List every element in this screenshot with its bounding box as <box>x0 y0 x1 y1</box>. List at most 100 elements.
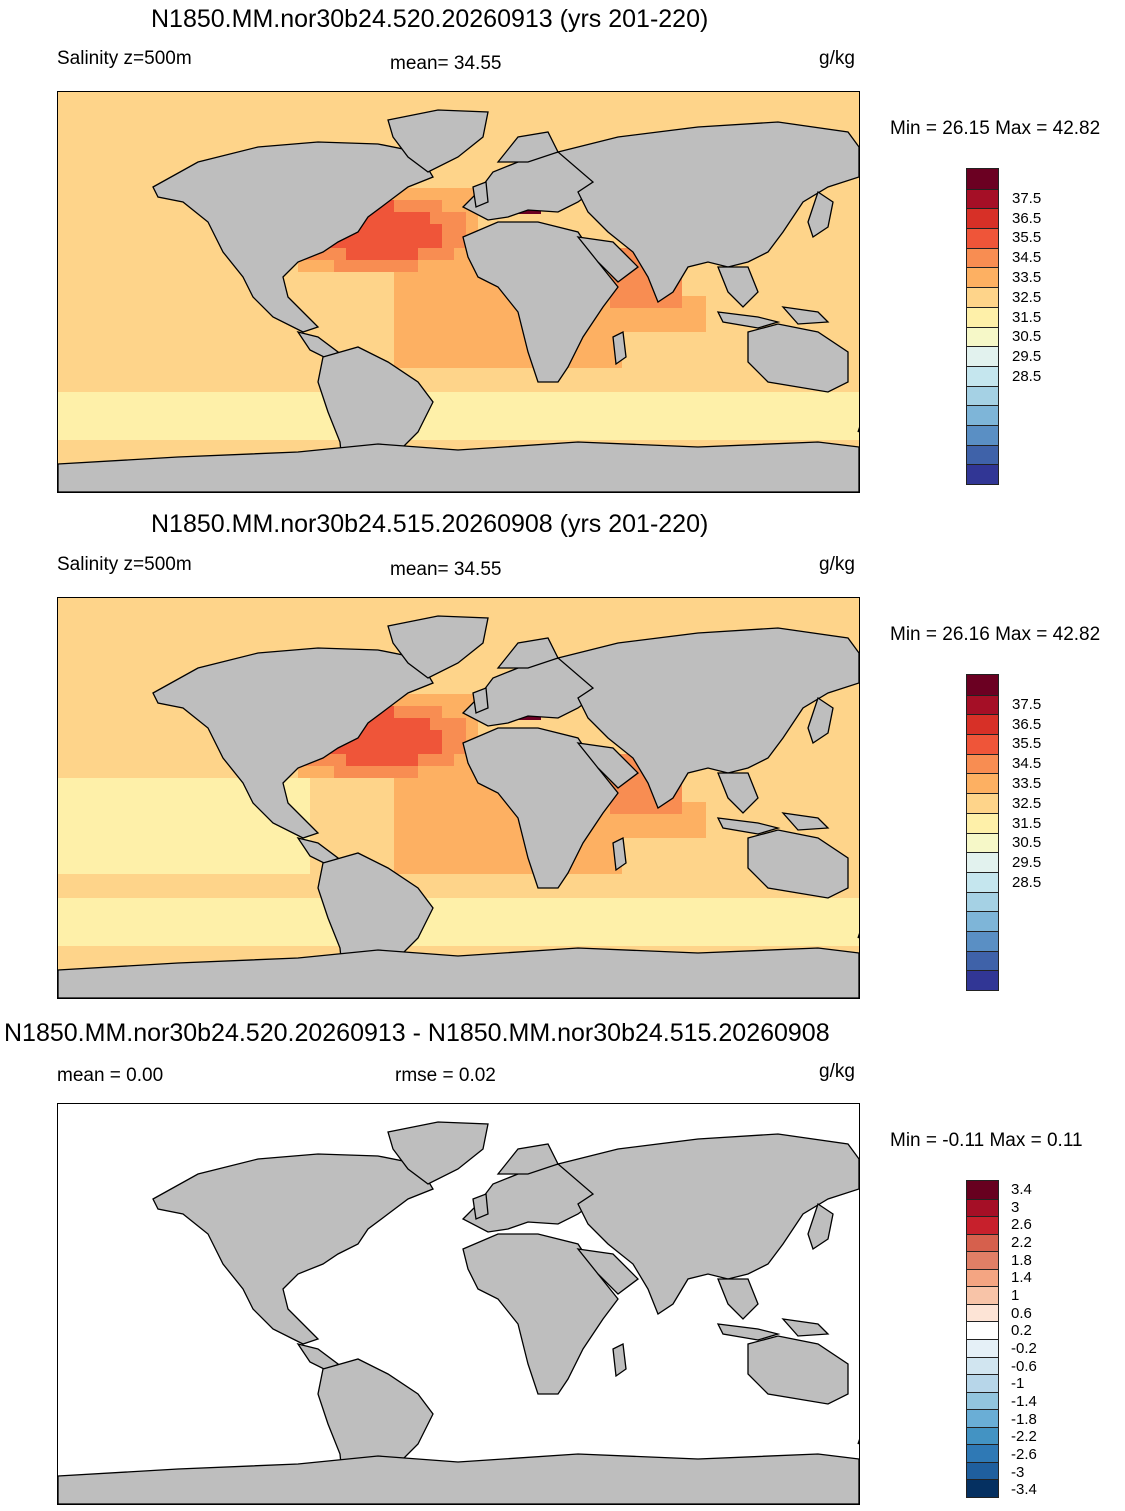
land-mass <box>857 1438 859 1445</box>
colorbar-tick-label: 32.5 <box>1012 794 1042 812</box>
colorbar-tick-label: -1 <box>1011 1375 1025 1393</box>
colorbar-box <box>967 464 998 484</box>
colorbar-tick-label: 37.5 <box>1012 695 1042 713</box>
land-mass <box>781 306 830 325</box>
land-mass <box>612 837 627 872</box>
land-mass <box>462 1233 619 1395</box>
colorbar-box <box>967 1356 998 1375</box>
land-mass <box>717 266 759 308</box>
colorbar-box <box>967 1339 998 1357</box>
land-mass <box>612 331 627 366</box>
colorbar <box>966 168 999 485</box>
colorbar-box <box>967 247 998 268</box>
colorbar-box <box>967 1321 998 1339</box>
colorbar-tick-label: 28.5 <box>1012 874 1042 892</box>
colorbar-tick-label: -2.6 <box>1011 1445 1037 1463</box>
colorbar-box <box>967 1479 998 1497</box>
units-label: g/kg <box>819 554 855 575</box>
colorbar-box <box>967 930 998 951</box>
colorbar-tick-label: 33.5 <box>1012 774 1042 792</box>
colorbar-box <box>967 1461 998 1480</box>
land-mass <box>152 647 434 839</box>
colorbar-box <box>967 1444 998 1462</box>
colorbar-box <box>967 228 998 248</box>
land-mass <box>462 221 619 383</box>
colorbar-tick-label: 0.2 <box>1011 1322 1032 1340</box>
land-mass <box>387 1121 489 1185</box>
colorbar-box <box>967 1233 998 1252</box>
colorbar-tick-label: -2.2 <box>1011 1428 1037 1446</box>
land-mass <box>717 772 759 814</box>
land-mass <box>496 637 559 669</box>
colorbar-tick-label: -1.4 <box>1011 1392 1037 1410</box>
colorbar-tick-label: -0.6 <box>1011 1357 1037 1375</box>
colorbar-box <box>967 1303 998 1322</box>
land-mass <box>612 1343 627 1378</box>
land-mass <box>781 812 830 831</box>
colorbar-box <box>967 970 998 990</box>
land-mass <box>472 181 489 208</box>
field-label: Salinity z=500m <box>57 48 192 69</box>
land-mass <box>462 727 619 889</box>
colorbar-box <box>967 1181 998 1199</box>
land-mass <box>496 1143 559 1175</box>
salinity-map <box>57 91 860 493</box>
land-mass <box>576 236 639 283</box>
colorbar-box <box>967 208 998 229</box>
land-mass <box>857 426 859 433</box>
land-mass <box>857 932 859 939</box>
colorbar-tick-label: 31.5 <box>1012 308 1042 326</box>
panel-title: N1850.MM.nor30b24.520.20260913 - N1850.M… <box>4 1019 830 1047</box>
colorbar-box <box>967 694 998 715</box>
units-label: g/kg <box>819 1061 855 1082</box>
colorbar-box <box>967 1268 998 1287</box>
land-mass <box>387 109 489 173</box>
colorbar <box>966 1180 999 1498</box>
units-label: g/kg <box>819 48 855 69</box>
land-mass <box>747 829 849 899</box>
colorbar-tick-label: 29.5 <box>1012 348 1042 366</box>
land-mass <box>716 311 781 329</box>
colorbar-tick-label: 1.8 <box>1011 1251 1032 1269</box>
colorbar-box <box>967 326 998 347</box>
land-mass <box>472 687 489 714</box>
land-mass <box>576 742 639 789</box>
land-mass <box>747 1335 849 1405</box>
colorbar-box <box>967 793 998 813</box>
land-mass <box>807 696 834 745</box>
colorbar-tick-label: 31.5 <box>1012 814 1042 832</box>
colorbar-box <box>967 1409 998 1427</box>
colorbar-box <box>967 734 998 754</box>
colorbar-box <box>967 444 998 465</box>
colorbar-box <box>967 1216 998 1234</box>
land-mass <box>717 1278 759 1320</box>
colorbar-tick-label: 0.6 <box>1011 1304 1032 1322</box>
colorbar-tick-label: -0.2 <box>1011 1339 1037 1357</box>
colorbar-box <box>967 812 998 833</box>
land-mass <box>716 1323 781 1341</box>
colorbar-tick-label: 3 <box>1011 1198 1020 1216</box>
minmax-label: Min = 26.16 Max = 42.82 <box>890 624 1101 645</box>
colorbar-tick-label: 36.5 <box>1012 209 1042 227</box>
colorbar-tick-label: 2.6 <box>1011 1216 1032 1234</box>
colorbar-tick-label: -3.4 <box>1011 1481 1037 1499</box>
panel-title: N1850.MM.nor30b24.515.20260908 (yrs 201-… <box>151 510 709 538</box>
colorbar-box <box>967 852 998 872</box>
land-mass <box>472 1193 489 1220</box>
colorbar-tick-label: 32.5 <box>1012 288 1042 306</box>
land-mass <box>556 121 859 303</box>
colorbar-tick-label: -3 <box>1011 1463 1025 1481</box>
colorbar-tick-label: 3.4 <box>1011 1180 1032 1198</box>
colorbar-box <box>967 306 998 327</box>
colorbar-tick-label: 35.5 <box>1012 735 1042 753</box>
colorbar-box <box>967 1198 998 1217</box>
colorbar-box <box>967 267 998 288</box>
colorbar-box <box>967 714 998 735</box>
colorbar <box>966 674 999 991</box>
panel-title: N1850.MM.nor30b24.520.20260913 (yrs 201-… <box>151 5 709 33</box>
land-mass <box>387 615 489 679</box>
colorbar-box <box>967 753 998 774</box>
colorbar-box <box>967 871 998 892</box>
colorbar-tick-label: 37.5 <box>1012 189 1042 207</box>
colorbar-box <box>967 1374 998 1392</box>
